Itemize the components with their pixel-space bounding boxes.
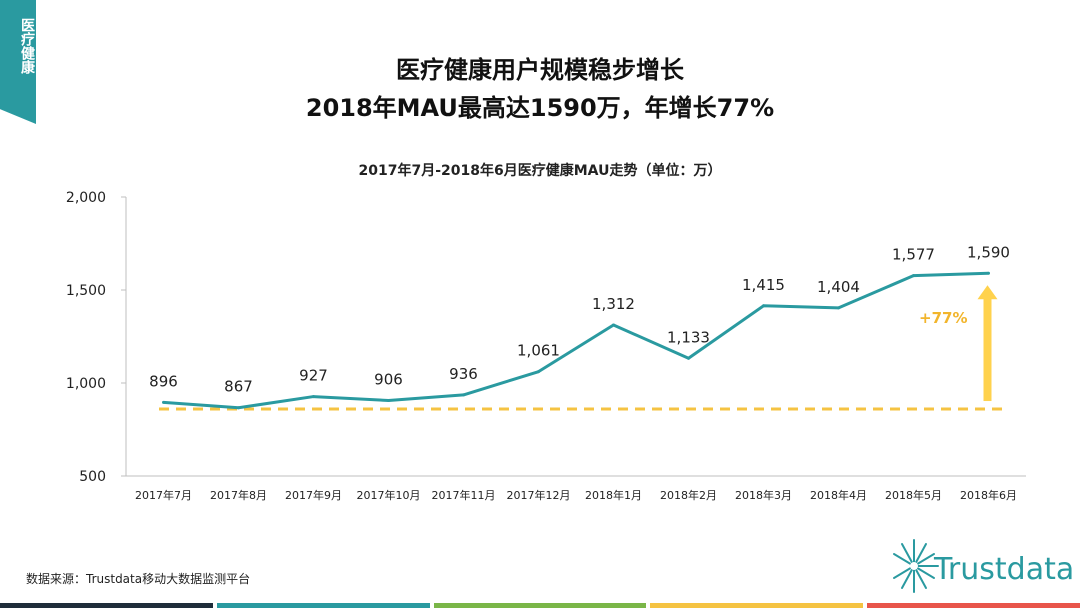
headline-line1: 医疗健康用户规模稳步增长	[396, 56, 684, 84]
data-point	[237, 406, 240, 410]
data-label: 1,415	[742, 276, 785, 294]
data-label: 1,061	[517, 342, 560, 360]
x-tick-label: 2017年9月	[285, 488, 342, 502]
data-point	[462, 393, 465, 397]
x-tick-label: 2018年4月	[810, 488, 867, 502]
side-category-tab: 医疗健康	[0, 0, 36, 124]
data-label: 1,590	[967, 243, 1010, 261]
x-tick-label: 2018年6月	[960, 488, 1017, 502]
y-tick-label: 2,000	[66, 190, 106, 206]
data-point	[162, 400, 165, 404]
x-tick-label: 2018年3月	[735, 488, 792, 502]
data-point	[687, 356, 690, 360]
data-point	[387, 398, 390, 402]
bottom-bar-2	[216, 603, 430, 608]
bottom-bar-4	[650, 603, 864, 608]
bottom-bar-5	[867, 603, 1080, 608]
data-point	[837, 306, 840, 310]
data-point	[312, 395, 315, 399]
data-label: 906	[374, 370, 403, 388]
x-tick-label: 2017年7月	[135, 488, 192, 502]
side-tab-label: 医疗健康	[19, 18, 35, 74]
y-tick-label: 500	[79, 469, 106, 485]
x-tick-label: 2017年8月	[210, 488, 267, 502]
trustdata-logo-icon	[893, 539, 939, 593]
x-tick-label: 2017年10月	[357, 488, 421, 502]
growth-label: +77%	[919, 309, 967, 327]
data-label: 1,577	[892, 246, 935, 264]
data-point	[987, 271, 990, 275]
bottom-bar-3	[433, 603, 647, 608]
mau-series-line	[163, 271, 989, 410]
y-tick-label: 1,000	[66, 376, 106, 392]
bottom-color-bars	[0, 603, 1080, 608]
bottom-bar-1	[0, 603, 213, 608]
x-tick-label: 2018年1月	[585, 488, 642, 502]
x-tick-label: 2018年2月	[660, 488, 717, 502]
x-tick-label: 2018年5月	[885, 488, 942, 502]
data-point	[612, 323, 615, 327]
data-label: 1,312	[592, 295, 635, 313]
data-point	[912, 274, 915, 278]
data-label: 867	[224, 378, 253, 396]
growth-arrow-shaft	[983, 297, 992, 402]
data-point	[762, 304, 765, 308]
data-label: 936	[449, 365, 478, 383]
data-label: 1,404	[817, 278, 860, 296]
data-label: 1,133	[667, 328, 710, 346]
data-source-note: 数据来源：Trustdata移动大数据监测平台	[26, 572, 251, 586]
logo-text: Trustdata	[934, 552, 1075, 587]
growth-arrow-head	[977, 285, 998, 300]
headline-line2: 2018年MAU最高达1590万，年增长77%	[305, 94, 775, 122]
data-label: 896	[149, 372, 178, 390]
y-tick-label: 1,500	[66, 283, 106, 299]
chart-title: 2017年7月-2018年6月医疗健康MAU走势（单位：万）	[358, 163, 722, 179]
data-label: 927	[299, 367, 328, 385]
x-tick-label: 2017年11月	[432, 488, 496, 502]
x-tick-label: 2017年12月	[507, 488, 571, 502]
data-point	[537, 370, 540, 374]
